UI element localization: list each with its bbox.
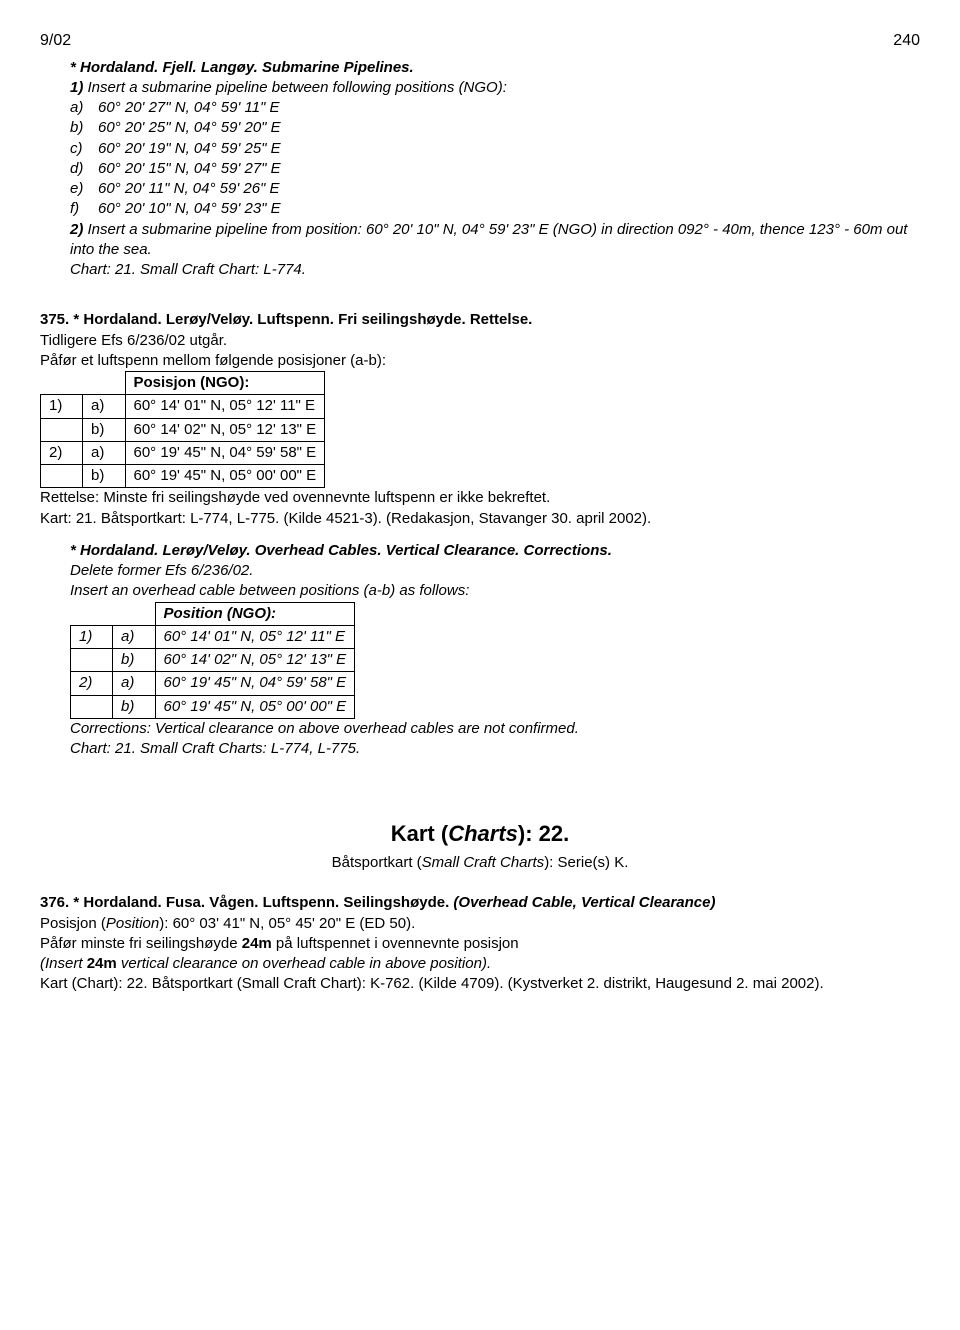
- center-t2b: Small Craft Charts: [422, 854, 545, 871]
- sec1-pos-list: a)60° 20' 27" N, 04° 59' 11" E b)60° 20'…: [70, 98, 920, 220]
- table-row: 1): [71, 625, 113, 648]
- sec3-l1: Delete former Efs 6/236/02.: [70, 561, 920, 581]
- table-row: 60° 19' 45" N, 04° 59' 58" E: [155, 672, 355, 695]
- sec1-title: * Hordaland. Fjell. Langøy. Submarine Pi…: [70, 58, 920, 78]
- center-t1c: ): 22.: [518, 821, 569, 846]
- sec1-row-lbl: c): [70, 139, 98, 159]
- sec1-chart: Chart: 21. Small Craft Chart: L-774.: [70, 260, 920, 280]
- table-row: 60° 14' 02" N, 05° 12' 13" E: [155, 649, 355, 672]
- sec1-line1-num: 1): [70, 79, 83, 96]
- table-row: b): [113, 695, 156, 718]
- table-row: a): [113, 625, 156, 648]
- sec1-row-val: 60° 20' 19" N, 04° 59' 25" E: [98, 139, 281, 159]
- table-row: b): [83, 418, 126, 441]
- sec4-l3c: vertical clearance on overhead cable in …: [117, 955, 491, 972]
- sec4-l3: (Insert 24m vertical clearance on overhe…: [40, 954, 920, 974]
- sec4-l1a: Posisjon (: [40, 915, 106, 932]
- section-4: 376. * Hordaland. Fusa. Vågen. Luftspenn…: [40, 893, 920, 994]
- sec2-l1: Tidligere Efs 6/236/02 utgår.: [40, 331, 920, 351]
- table-row: [41, 465, 83, 488]
- table-row: [71, 649, 113, 672]
- sec4-l1: Posisjon (Position): 60° 03' 41" N, 05° …: [40, 914, 920, 934]
- sec4-l2c: på luftspennet i ovennevnte posisjon: [272, 935, 519, 952]
- sec4-title-b: (Overhead Cable, Vertical Clearance): [453, 894, 715, 911]
- table-row: [71, 695, 113, 718]
- sec1-line2-num: 2): [70, 221, 83, 238]
- center-t1a: Kart (: [391, 821, 448, 846]
- table-row: 60° 14' 02" N, 05° 12' 13" E: [125, 418, 325, 441]
- sec3-title: * Hordaland. Lerøy/Veløy. Overhead Cable…: [70, 541, 920, 561]
- sec4-l2: Påfør minste fri seilingshøyde 24m på lu…: [40, 934, 920, 954]
- sec1-row-lbl: b): [70, 118, 98, 138]
- sec1-row-val: 60° 20' 25" N, 04° 59' 20" E: [98, 118, 281, 138]
- sec1-row-val: 60° 20' 10" N, 04° 59' 23" E: [98, 199, 281, 219]
- table-row: 2): [41, 441, 83, 464]
- sec2-table: Posisjon (NGO): 1)a)60° 14' 01" N, 05° 1…: [40, 371, 325, 488]
- page-header: 9/02 240: [40, 30, 920, 52]
- sec1-row-val: 60° 20' 27" N, 04° 59' 11" E: [98, 98, 280, 118]
- table-row: 60° 14' 01" N, 05° 12' 11" E: [125, 395, 325, 418]
- center-t2a: Båtsportkart (: [332, 854, 422, 871]
- section-3: * Hordaland. Lerøy/Veløy. Overhead Cable…: [70, 541, 920, 760]
- sec3-tbl-header: Position (NGO):: [155, 602, 355, 625]
- sec1-line2-text: Insert a submarine pipeline from positio…: [70, 221, 907, 258]
- center-t2c: ): Serie(s) K.: [544, 854, 628, 871]
- sec3-l3: Corrections: Vertical clearance on above…: [70, 719, 920, 739]
- sec4-l3a: (Insert: [40, 955, 87, 972]
- sec2-l3: Rettelse: Minste fri seilingshøyde ved o…: [40, 488, 920, 508]
- sec1-row-lbl: d): [70, 159, 98, 179]
- sec3-l2: Insert an overhead cable between positio…: [70, 581, 920, 601]
- center-sub: Båtsportkart (Small Craft Charts): Serie…: [40, 853, 920, 873]
- header-left: 9/02: [40, 30, 71, 52]
- sec1-row-lbl: f): [70, 199, 98, 219]
- sec2-l2: Påfør et luftspenn mellom følgende posis…: [40, 351, 920, 371]
- sec4-title: 376. * Hordaland. Fusa. Vågen. Luftspenn…: [40, 893, 920, 913]
- table-row: 1): [41, 395, 83, 418]
- sec1-row-val: 60° 20' 15" N, 04° 59' 27" E: [98, 159, 281, 179]
- sec1-row-lbl: a): [70, 98, 98, 118]
- sec2-l4: Kart: 21. Båtsportkart: L-774, L-775. (K…: [40, 509, 920, 529]
- sec4-l1c: ): 60° 03' 41" N, 05° 45' 20" E (ED 50).: [159, 915, 415, 932]
- sec2-tbl-header: Posisjon (NGO):: [125, 372, 325, 395]
- sec1-row-lbl: e): [70, 179, 98, 199]
- table-row: a): [83, 441, 126, 464]
- table-row: a): [83, 395, 126, 418]
- sec4-l1b: Position: [106, 915, 159, 932]
- table-row: 60° 14' 01" N, 05° 12' 11" E: [155, 625, 355, 648]
- sec1-line2: 2) Insert a submarine pipeline from posi…: [70, 220, 920, 261]
- table-row: b): [83, 465, 126, 488]
- sec4-l2b: 24m: [242, 935, 272, 952]
- table-row: a): [113, 672, 156, 695]
- table-row: 60° 19' 45" N, 04° 59' 58" E: [125, 441, 325, 464]
- section-1: * Hordaland. Fjell. Langøy. Submarine Pi…: [70, 58, 920, 281]
- center-t1b: Charts: [448, 821, 518, 846]
- sec4-title-a: 376. * Hordaland. Fusa. Vågen. Luftspenn…: [40, 894, 453, 911]
- table-row: [41, 418, 83, 441]
- header-right: 240: [893, 30, 920, 52]
- sec1-row-val: 60° 20' 11" N, 04° 59' 26" E: [98, 179, 280, 199]
- table-row: 60° 19' 45" N, 05° 00' 00" E: [125, 465, 325, 488]
- sec1-line1: 1) Insert a submarine pipeline between f…: [70, 78, 920, 98]
- sec4-l2a: Påfør minste fri seilingshøyde: [40, 935, 242, 952]
- center-title: Kart (Charts): 22.: [40, 819, 920, 849]
- sec3-table: Position (NGO): 1)a)60° 14' 01" N, 05° 1…: [70, 602, 355, 719]
- sec4-l3b: 24m: [87, 955, 117, 972]
- sec3-l4: Chart: 21. Small Craft Charts: L-774, L-…: [70, 739, 920, 759]
- sec1-line1-text: Insert a submarine pipeline between foll…: [83, 79, 507, 96]
- sec4-l4: Kart (Chart): 22. Båtsportkart (Small Cr…: [40, 974, 920, 994]
- section-2: 375. * Hordaland. Lerøy/Veløy. Luftspenn…: [40, 310, 920, 529]
- table-row: 60° 19' 45" N, 05° 00' 00" E: [155, 695, 355, 718]
- sec2-title: 375. * Hordaland. Lerøy/Veløy. Luftspenn…: [40, 310, 920, 330]
- table-row: 2): [71, 672, 113, 695]
- table-row: b): [113, 649, 156, 672]
